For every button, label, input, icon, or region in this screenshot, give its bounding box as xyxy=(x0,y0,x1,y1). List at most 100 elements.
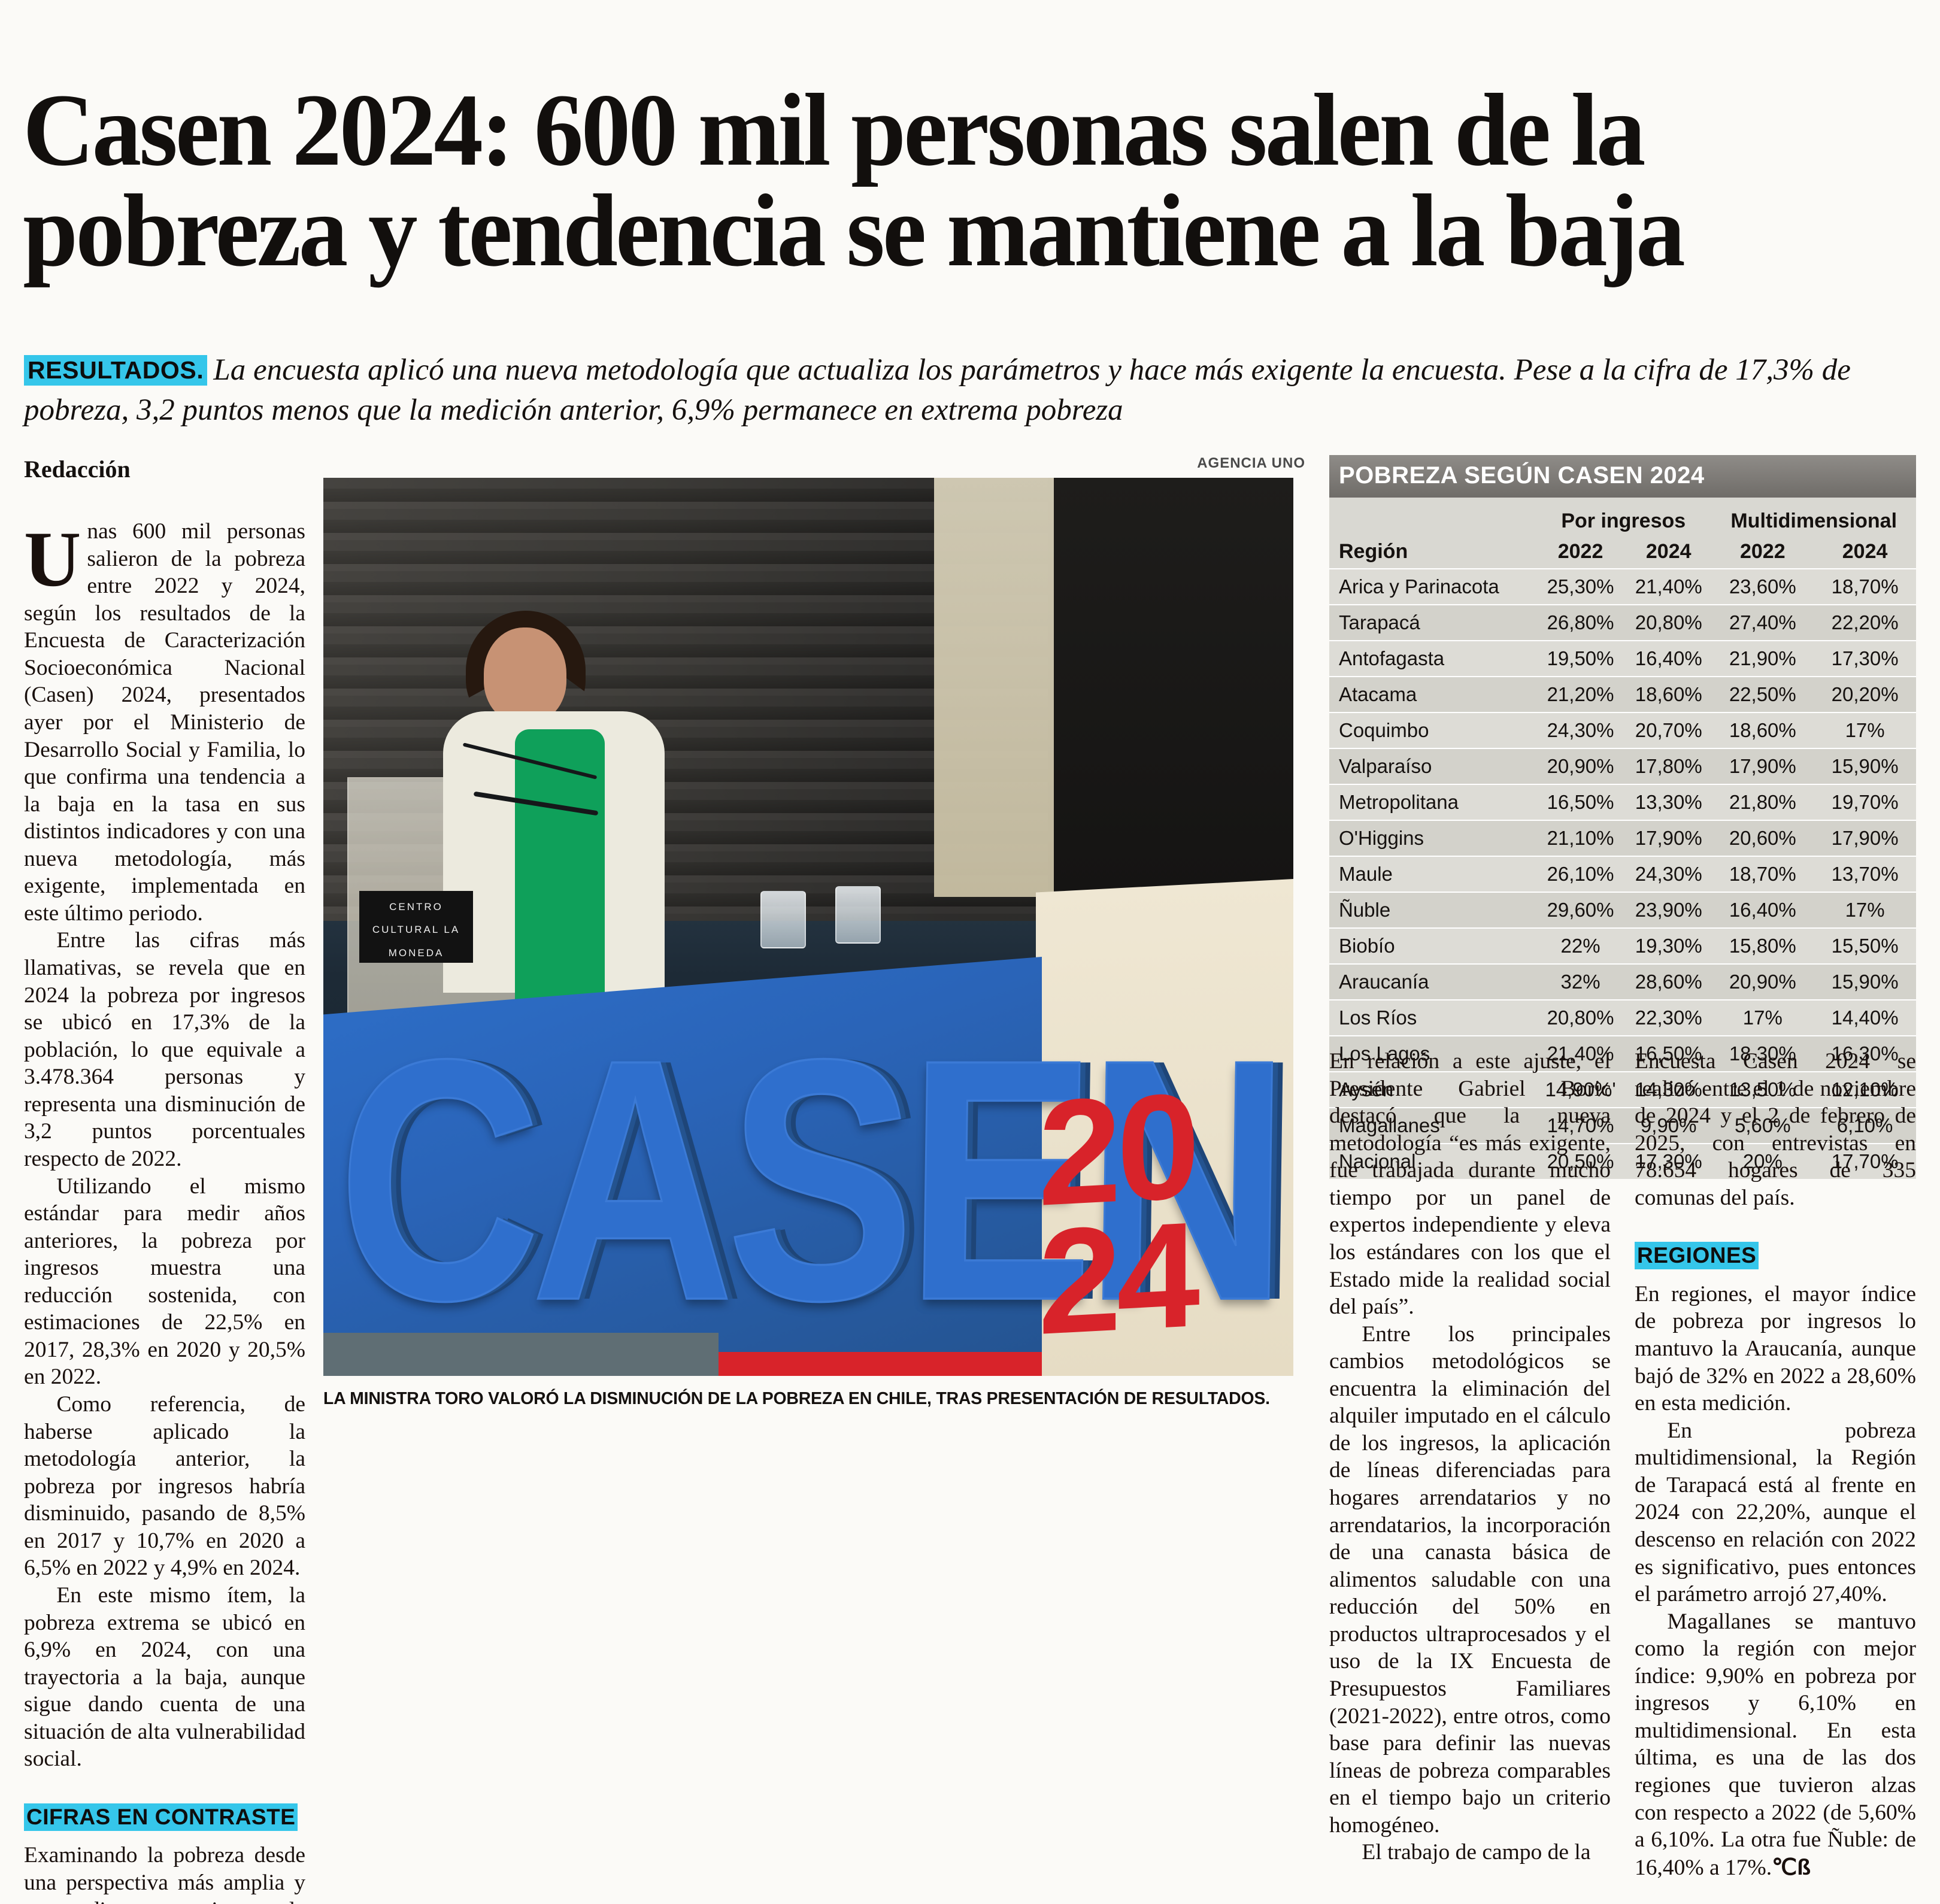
table-row: Ñuble 29,60% 23,90% 16,40% 17% xyxy=(1329,892,1916,928)
ingresos-2024-cell: 9,90% xyxy=(1626,1107,1712,1144)
multi-2024-cell: 17,90% xyxy=(1814,820,1916,856)
paragraph: El trabajo de campo de la xyxy=(1329,1839,1611,1866)
drop-cap: U xyxy=(24,515,81,603)
ingresos-2022-cell: 29,60% xyxy=(1535,892,1626,928)
multi-2024-cell: 20,20% xyxy=(1814,676,1916,713)
table-row: Atacama 21,20% 18,60% 22,50% 20,20% xyxy=(1329,676,1916,713)
end-mark: ℃ß xyxy=(1772,1854,1811,1879)
multi-2024-cell: 12,10% xyxy=(1814,1071,1916,1108)
table-row: O'Higgins 21,10% 17,90% 20,60% 17,90% xyxy=(1329,820,1916,856)
ingresos-2022-cell: 16,50% xyxy=(1535,784,1626,820)
ingresos-2022-cell: 25,30% xyxy=(1535,568,1626,605)
podium-plate: CENTRO CULTURAL LA MONEDA xyxy=(359,891,473,963)
column-6: Encuesta Casen 2024 se realizó entre el … xyxy=(1635,1048,1916,1881)
table-row: Los Lagos 21,40% 16,50% 18,30% 16,30% xyxy=(1329,1035,1916,1072)
ingresos-2022-cell: 20,50% xyxy=(1535,1143,1626,1179)
table-row: Coquimbo 24,30% 20,70% 18,60% 17% xyxy=(1329,712,1916,748)
ingresos-2024-cell: 20,70% xyxy=(1626,712,1712,748)
multi-2022-cell: 27,40% xyxy=(1711,604,1814,641)
stage-red-strip xyxy=(707,1352,1042,1376)
paragraph: En este mismo ítem, la pobreza extrema s… xyxy=(24,1582,305,1773)
multi-2022-cell: 22,50% xyxy=(1711,676,1814,713)
ingresos-2022-cell: 21,10% xyxy=(1535,820,1626,856)
group-header-por-ingresos: Por ingresos xyxy=(1535,498,1712,535)
headline-line-2: pobreza y tendencia se mantiene a la baj… xyxy=(23,173,1686,288)
region-cell: Araucanía xyxy=(1329,963,1536,1000)
region-cell: Magallanes xyxy=(1329,1107,1536,1144)
paragraph: En pobreza multidimensional, la Región d… xyxy=(1635,1417,1916,1608)
table-row: Maule 26,10% 24,30% 18,70% 13,70% xyxy=(1329,856,1916,892)
multi-2022-cell: 18,70% xyxy=(1711,856,1814,892)
right-text-columns: En relación a este ajuste, el Presidente… xyxy=(1329,1048,1916,1881)
table-row: Arica y Parinacota 25,30% 21,40% 23,60% 18,7… xyxy=(1329,568,1916,605)
ingresos-2024-cell: 16,40% xyxy=(1626,640,1712,677)
ingresos-2022-cell: 20,90% xyxy=(1535,748,1626,784)
byline: Redacción xyxy=(24,456,131,483)
multi-2024-cell: 14,40% xyxy=(1814,999,1916,1036)
region-cell: Biobío xyxy=(1329,927,1536,964)
deck-text: La encuesta aplicó una nueva metodología… xyxy=(24,353,1851,427)
stage-casen-board xyxy=(323,957,1042,1376)
paragraph: Examinando la pobreza desde una perspect… xyxy=(24,1842,305,1904)
table-header-row: Región 2022 2024 2022 2024 xyxy=(1329,535,1916,569)
multi-2024-cell: 18,70% xyxy=(1814,568,1916,605)
table-group-header-row: Por ingresos Multidimensional xyxy=(1329,498,1916,535)
multi-2022-cell: 21,80% xyxy=(1711,784,1814,820)
paragraph: En regiones, el mayor índice de pobreza … xyxy=(1635,1281,1916,1417)
subhead-regiones-wrap: REGIONES xyxy=(1635,1239,1916,1272)
region-cell: Metropolitana xyxy=(1329,784,1536,820)
multi-2024-cell: 16,30% xyxy=(1814,1035,1916,1072)
multi-2024-cell: 15,50% xyxy=(1814,927,1916,964)
paragraph-text: En este mismo ítem, la pobreza extrema s… xyxy=(24,1582,305,1772)
stage-year-text: 20 24 xyxy=(1038,1062,1290,1366)
table-title: POBREZA SEGÚN CASEN 2024 xyxy=(1329,455,1916,498)
ingresos-2022-cell: 32% xyxy=(1535,963,1626,1000)
region-cell: Los Ríos xyxy=(1329,999,1536,1036)
paragraph-text: Magallanes se mantuvo como la región con… xyxy=(1635,1609,1916,1880)
region-cell: Los Lagos xyxy=(1329,1035,1536,1072)
subhead-cifras-wrap: CIFRAS EN CONTRASTE xyxy=(24,1800,305,1834)
table-column: POBREZA SEGÚN CASEN 2024 Por ingresos Mu… xyxy=(1305,455,1916,1179)
speaker-dress xyxy=(515,729,605,1005)
multi-2022-cell: 16,40% xyxy=(1711,892,1814,928)
table-row: Antofagasta 19,50% 16,40% 21,90% 17,30% xyxy=(1329,640,1916,677)
ingresos-2022-cell: 22% xyxy=(1535,927,1626,964)
region-cell: Ñuble xyxy=(1329,892,1536,928)
group-header-multidimensional: Multidimensional xyxy=(1711,498,1916,535)
ingresos-2024-cell: 19,30% xyxy=(1626,927,1712,964)
column-header-multi-2022: 2022 xyxy=(1711,535,1814,569)
table-row: Aysén 14,90%' 14,30% 13,50% 12,10% xyxy=(1329,1071,1916,1108)
ingresos-2024-cell: 24,30% xyxy=(1626,856,1712,892)
poverty-table: Por ingresos Multidimensional Región 202… xyxy=(1329,498,1916,1179)
group-header-spacer xyxy=(1329,498,1536,535)
region-cell: Atacama xyxy=(1329,676,1536,713)
multi-2024-cell: 17,30% xyxy=(1814,640,1916,677)
paragraph-text: El trabajo de campo de la xyxy=(1362,1840,1591,1865)
multi-2022-cell: 13,50% xyxy=(1711,1071,1814,1108)
ingresos-2022-cell: 14,90%' xyxy=(1535,1071,1626,1108)
paragraph: Entre las cifras más llamativas, se reve… xyxy=(24,927,305,1172)
paragraph-text: En relación a este ajuste, el Presidente… xyxy=(1329,1049,1611,1320)
photo-caption: LA MINISTRA TORO VALORÓ LA DISMINUCIÓN D… xyxy=(323,1389,1270,1408)
column-header-region: Región xyxy=(1329,535,1536,569)
region-cell: Arica y Parinacota xyxy=(1329,568,1536,605)
multi-2024-cell: 6,10% xyxy=(1814,1107,1916,1144)
ingresos-2024-cell: 18,60% xyxy=(1626,676,1712,713)
column-header-multi-2024: 2024 xyxy=(1814,535,1916,569)
ingresos-2022-cell: 26,10% xyxy=(1535,856,1626,892)
paragraph-text: Examinando la pobreza desde una perspect… xyxy=(24,1843,305,1904)
paragraph-text: nas 600 mil personas salieron de la pobr… xyxy=(24,519,305,926)
ingresos-2024-cell: 20,80% xyxy=(1626,604,1712,641)
multi-2022-cell: 15,80% xyxy=(1711,927,1814,964)
paragraph-text: En regiones, el mayor índice de pobreza … xyxy=(1635,1281,1916,1416)
paragraph: En relación a este ajuste, el Presidente… xyxy=(1329,1048,1611,1321)
ingresos-2022-cell: 20,80% xyxy=(1535,999,1626,1036)
subhead-cifras-en-contraste: CIFRAS EN CONTRASTE xyxy=(24,1803,298,1831)
speaker-head xyxy=(484,627,566,723)
column-header-ingresos-2024: 2024 xyxy=(1626,535,1712,569)
ingresos-2024-cell: 21,40% xyxy=(1626,568,1712,605)
multi-2024-cell: 19,70% xyxy=(1814,784,1916,820)
